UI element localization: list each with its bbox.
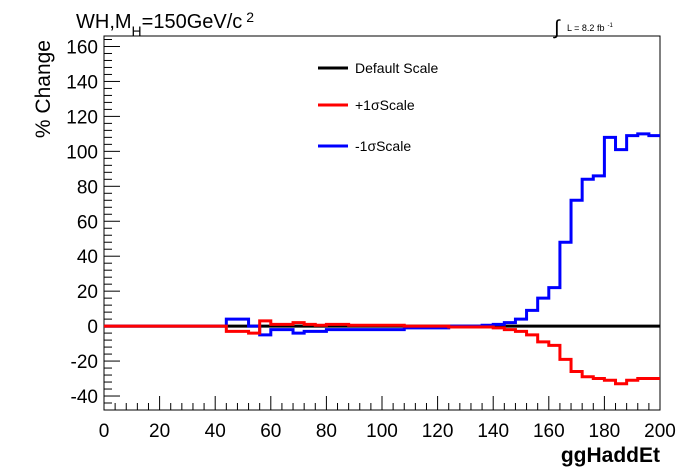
x-tick-label: 200 bbox=[644, 421, 676, 442]
legend: Default Scale +1σScale -1σScale bbox=[318, 60, 438, 154]
y-tick-label: 20 bbox=[77, 282, 98, 303]
x-tick-label: 100 bbox=[366, 421, 398, 442]
chart-title: WH,MH=150GeV/c 2 bbox=[76, 9, 254, 39]
legend-label-1-scale: -1σScale bbox=[355, 138, 411, 154]
x-tick-label: 160 bbox=[533, 421, 565, 442]
y-axis-label: % Change bbox=[32, 40, 55, 138]
y-tick-label: 160 bbox=[66, 37, 98, 58]
y-tick-label: 100 bbox=[66, 142, 98, 163]
plot-area: 0 20 40 60 80 100 120 140 160 180 200 -40 -20 0 20 40 60… bbox=[66, 35, 676, 442]
x-tick-label: 140 bbox=[477, 421, 509, 442]
luminosity-text: L = 8.2 fb -1 bbox=[567, 23, 613, 33]
x-tick-label: 20 bbox=[149, 421, 170, 442]
x-tick-label: 60 bbox=[260, 421, 281, 442]
x-tick-label: 40 bbox=[205, 421, 226, 442]
luminosity-label: ∫ L = 8.2 fb -1 bbox=[553, 17, 613, 39]
y-tick-label: 120 bbox=[66, 107, 98, 128]
series-line-1-scale bbox=[104, 319, 660, 386]
series-line-1-scale bbox=[104, 132, 660, 337]
x-tick-label: 80 bbox=[316, 421, 337, 442]
integral-symbol: ∫ bbox=[553, 17, 561, 39]
y-tick-label: 60 bbox=[77, 212, 98, 233]
y-tick-label: -20 bbox=[71, 352, 98, 373]
y-tick-label: 0 bbox=[87, 317, 98, 338]
y-tick-label: 140 bbox=[66, 72, 98, 93]
x-tick-label: 120 bbox=[422, 421, 454, 442]
x-tick-label: 180 bbox=[589, 421, 621, 442]
legend-label-1-scale: +1σScale bbox=[355, 97, 415, 113]
y-tick-label: 40 bbox=[77, 247, 98, 268]
y-tick-label: -40 bbox=[71, 387, 98, 408]
legend-label-default-scale: Default Scale bbox=[355, 60, 438, 76]
y-tick-label: 80 bbox=[77, 177, 98, 198]
x-axis-label: ggHaddEt bbox=[561, 444, 660, 467]
x-tick-label: 0 bbox=[99, 421, 110, 442]
